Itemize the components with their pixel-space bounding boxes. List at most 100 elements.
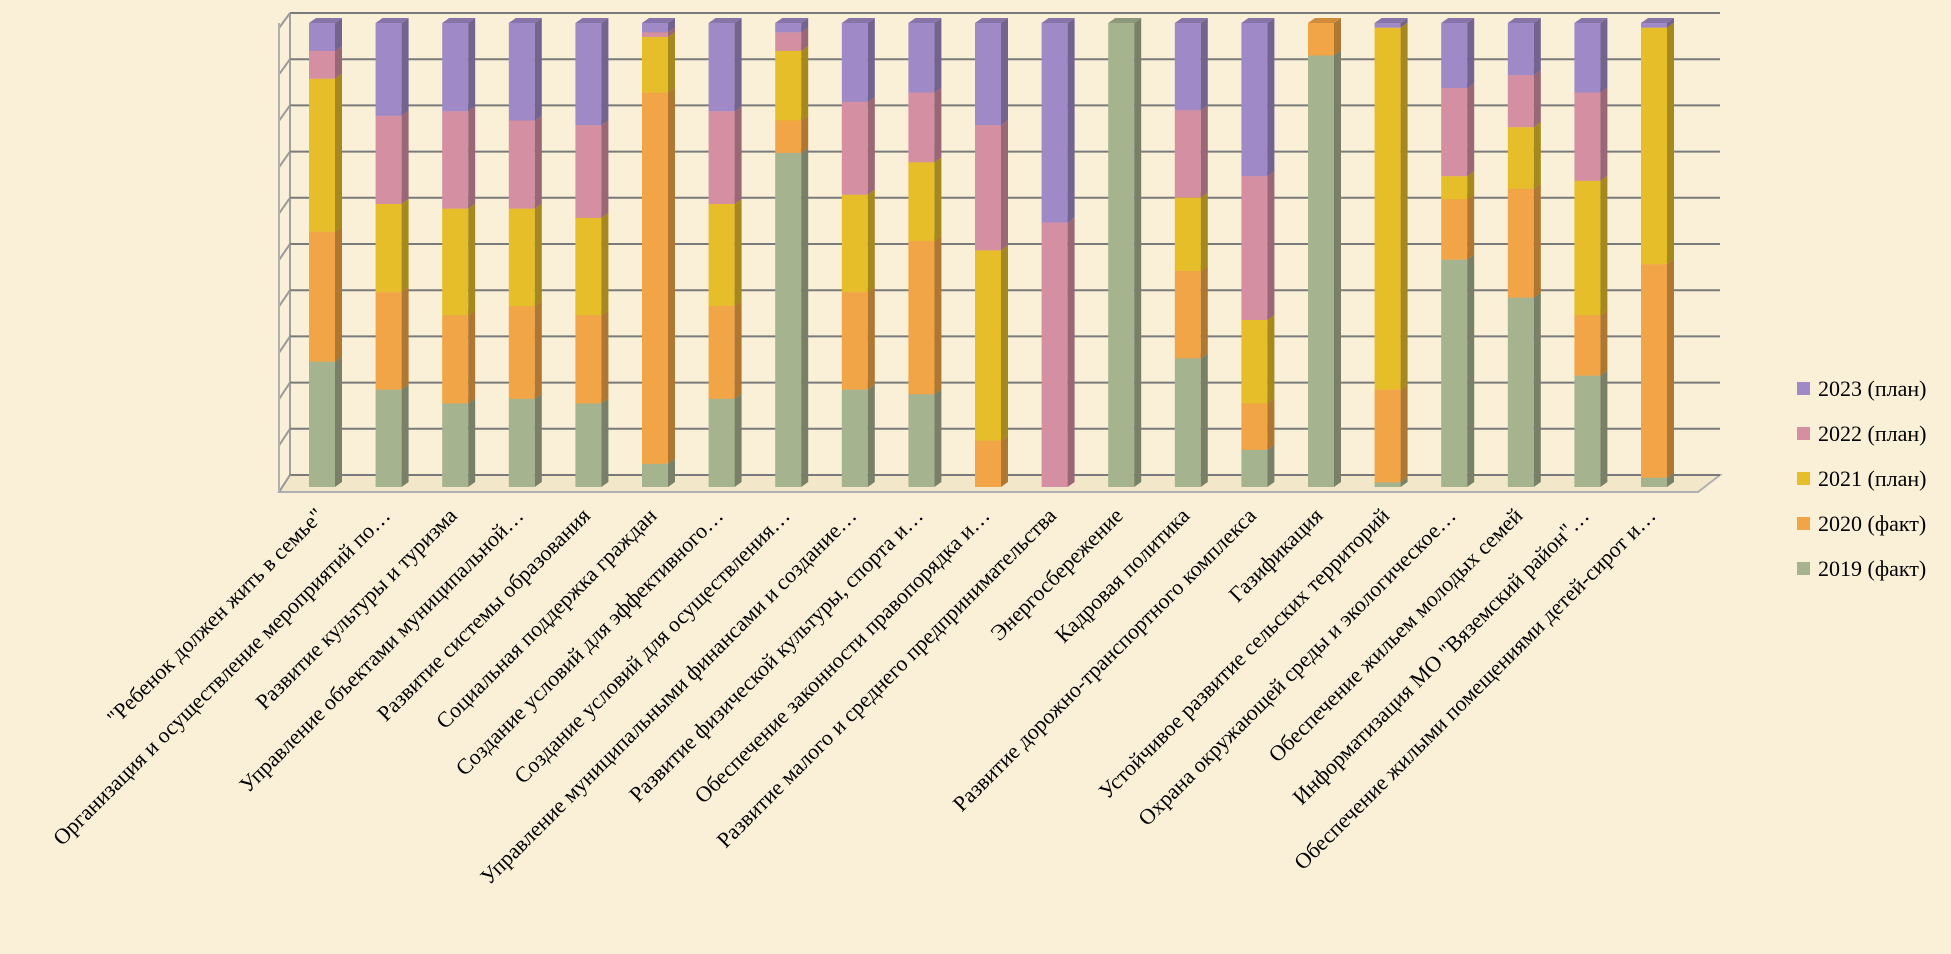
bar-segment <box>1174 358 1201 487</box>
bar-segment-side <box>1533 18 1541 76</box>
bar-segment-top <box>1641 18 1674 23</box>
bar-segment-side <box>734 393 742 487</box>
bar-segment <box>708 203 735 307</box>
bar-segment-top <box>1574 18 1608 23</box>
bar-segment <box>309 361 335 487</box>
bar-segment-top <box>375 18 409 23</box>
bar-segment <box>908 92 935 163</box>
tick-mark <box>278 104 291 122</box>
bar-segment-side <box>601 310 609 404</box>
bar-stack <box>1441 18 1475 487</box>
bar-segment <box>775 120 802 153</box>
bar-stack <box>1641 18 1674 487</box>
bar-segment-side <box>1200 18 1208 111</box>
bar-segment-side <box>867 96 875 195</box>
bar-segment <box>1574 23 1601 93</box>
bar-segment <box>1574 180 1601 316</box>
bar-segment <box>1507 23 1534 76</box>
bar-segment-top <box>1241 18 1275 23</box>
bar-segment-side <box>1200 266 1208 359</box>
bar-segment-side <box>1267 444 1275 487</box>
bar-segment <box>442 403 469 487</box>
bar-segment-side <box>335 45 342 79</box>
bar-segment-side <box>734 18 742 112</box>
bar-segment <box>575 217 602 316</box>
bar-segment-side <box>801 45 809 121</box>
bar-segment <box>575 315 602 404</box>
bar-segment-side <box>468 398 476 487</box>
bar-segment-side <box>1533 122 1541 189</box>
bar-segment-top <box>775 18 809 23</box>
bar-segment-side <box>1400 22 1408 390</box>
bar-segment-side <box>1400 384 1408 483</box>
bar-segment-side <box>668 27 675 37</box>
bar-segment-top <box>1441 18 1475 23</box>
bar-segment-side <box>468 203 476 316</box>
legend-label: 2023 (план) <box>1818 376 1926 401</box>
bar-segment-side <box>934 18 942 93</box>
bar-segment <box>775 32 802 51</box>
bar-segment-side <box>1600 87 1608 181</box>
bar-segment-side <box>1400 18 1408 28</box>
bar-segment-top <box>309 18 342 23</box>
bar-segment <box>1441 87 1468 177</box>
bar-segment-side <box>801 115 809 153</box>
bar-segment-top <box>708 18 742 23</box>
legend-label: 2022 (план) <box>1818 421 1926 446</box>
bar-segment <box>642 463 668 487</box>
bar-stack <box>841 18 875 487</box>
tick-mark <box>278 243 291 261</box>
bar-segment-top <box>975 18 1008 23</box>
bar-segment <box>508 120 535 209</box>
bar-segment-side <box>1533 292 1541 487</box>
bar-segment-side <box>934 157 942 242</box>
legend-swatch <box>1797 562 1810 575</box>
bar-segment <box>908 394 935 487</box>
bar-stack <box>908 18 942 487</box>
bar-stack <box>1041 18 1075 487</box>
bar-segment <box>1041 222 1068 487</box>
bar-stack <box>642 18 675 487</box>
bar-segment <box>642 23 668 33</box>
bar-segment <box>1174 110 1201 198</box>
bar-segment <box>1174 23 1201 111</box>
bar-segment-side <box>1400 477 1408 487</box>
bar-segment <box>841 389 868 487</box>
bar-segment-side <box>1667 472 1674 487</box>
plot-area <box>277 12 1723 493</box>
bar-segment-top <box>908 18 942 23</box>
bar-segment <box>708 111 735 204</box>
bar-segment-side <box>734 198 742 307</box>
tick-mark <box>278 197 291 215</box>
bar-segment-side <box>1600 370 1608 487</box>
legend-label: 2019 (факт) <box>1818 556 1926 581</box>
bar-segment <box>1641 264 1667 478</box>
bar-segment-side <box>801 147 809 488</box>
bar-stack <box>1174 18 1208 487</box>
tick-mark <box>278 12 291 29</box>
tick-mark <box>278 289 291 307</box>
bar-segment <box>1174 271 1201 359</box>
bar-segment <box>442 111 469 209</box>
bar-segment-top <box>642 18 675 23</box>
bar-segment <box>1308 55 1334 487</box>
bar-segment <box>309 231 335 362</box>
bar-segment <box>575 403 602 487</box>
bar-segment <box>442 208 469 316</box>
bar-segment <box>1641 27 1667 265</box>
bar-segment <box>1374 482 1401 487</box>
legend-swatch <box>1797 517 1810 530</box>
bar-segment <box>309 78 335 232</box>
bar-segment <box>1374 27 1401 390</box>
bar-segment-side <box>1001 120 1008 251</box>
tick-mark <box>278 382 291 400</box>
bar-stack <box>309 18 342 487</box>
legend-swatch <box>1797 382 1810 395</box>
bar-segment-side <box>1600 310 1608 376</box>
bar-segment <box>1441 199 1468 260</box>
legend-swatch <box>1797 472 1810 485</box>
bar-segment-side <box>1200 105 1208 198</box>
bar-segment <box>375 115 402 204</box>
bar-segment-side <box>934 87 942 163</box>
